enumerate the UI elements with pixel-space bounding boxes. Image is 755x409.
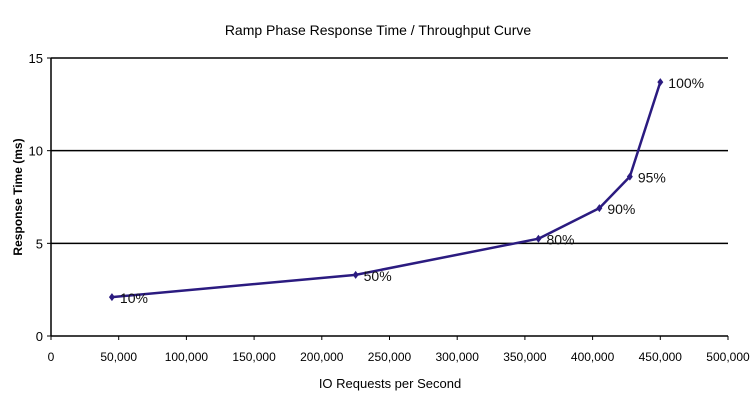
x-tick-label: 500,000 [706, 350, 750, 364]
data-label: 90% [607, 201, 635, 217]
data-label: 50% [364, 268, 392, 284]
x-tick-label: 400,000 [571, 350, 615, 364]
data-point-marker [657, 78, 664, 87]
series-line [111, 81, 662, 299]
data-label: 80% [546, 232, 574, 248]
data-point-marker [596, 204, 603, 213]
data-label: 95% [638, 170, 666, 186]
x-tick-label: 50,000 [100, 350, 137, 364]
x-tick-label: 250,000 [368, 350, 412, 364]
data-label: 10% [120, 290, 148, 306]
y-tick-label: 10 [29, 144, 43, 159]
y-axis-label: Response Time (ms) [11, 138, 25, 255]
x-tick-label: 100,000 [165, 350, 209, 364]
data-point-marker [352, 270, 359, 279]
data-label: 100% [668, 75, 704, 91]
x-tick-label: 150,000 [232, 350, 276, 364]
data-point-marker [626, 172, 633, 181]
x-axis-label: IO Requests per Second [319, 376, 461, 391]
y-tick-label: 0 [36, 329, 43, 344]
chart-title: Ramp Phase Response Time / Throughput Cu… [225, 22, 532, 38]
x-tick-label: 450,000 [639, 350, 683, 364]
data-point-marker [108, 293, 115, 302]
data-point-marker [535, 234, 542, 243]
x-tick-label: 200,000 [300, 350, 344, 364]
x-tick-label: 0 [48, 350, 55, 364]
x-tick-label: 350,000 [503, 350, 547, 364]
y-tick-label: 5 [36, 236, 43, 251]
y-tick-label: 15 [29, 51, 43, 66]
x-tick-label: 300,000 [436, 350, 480, 364]
